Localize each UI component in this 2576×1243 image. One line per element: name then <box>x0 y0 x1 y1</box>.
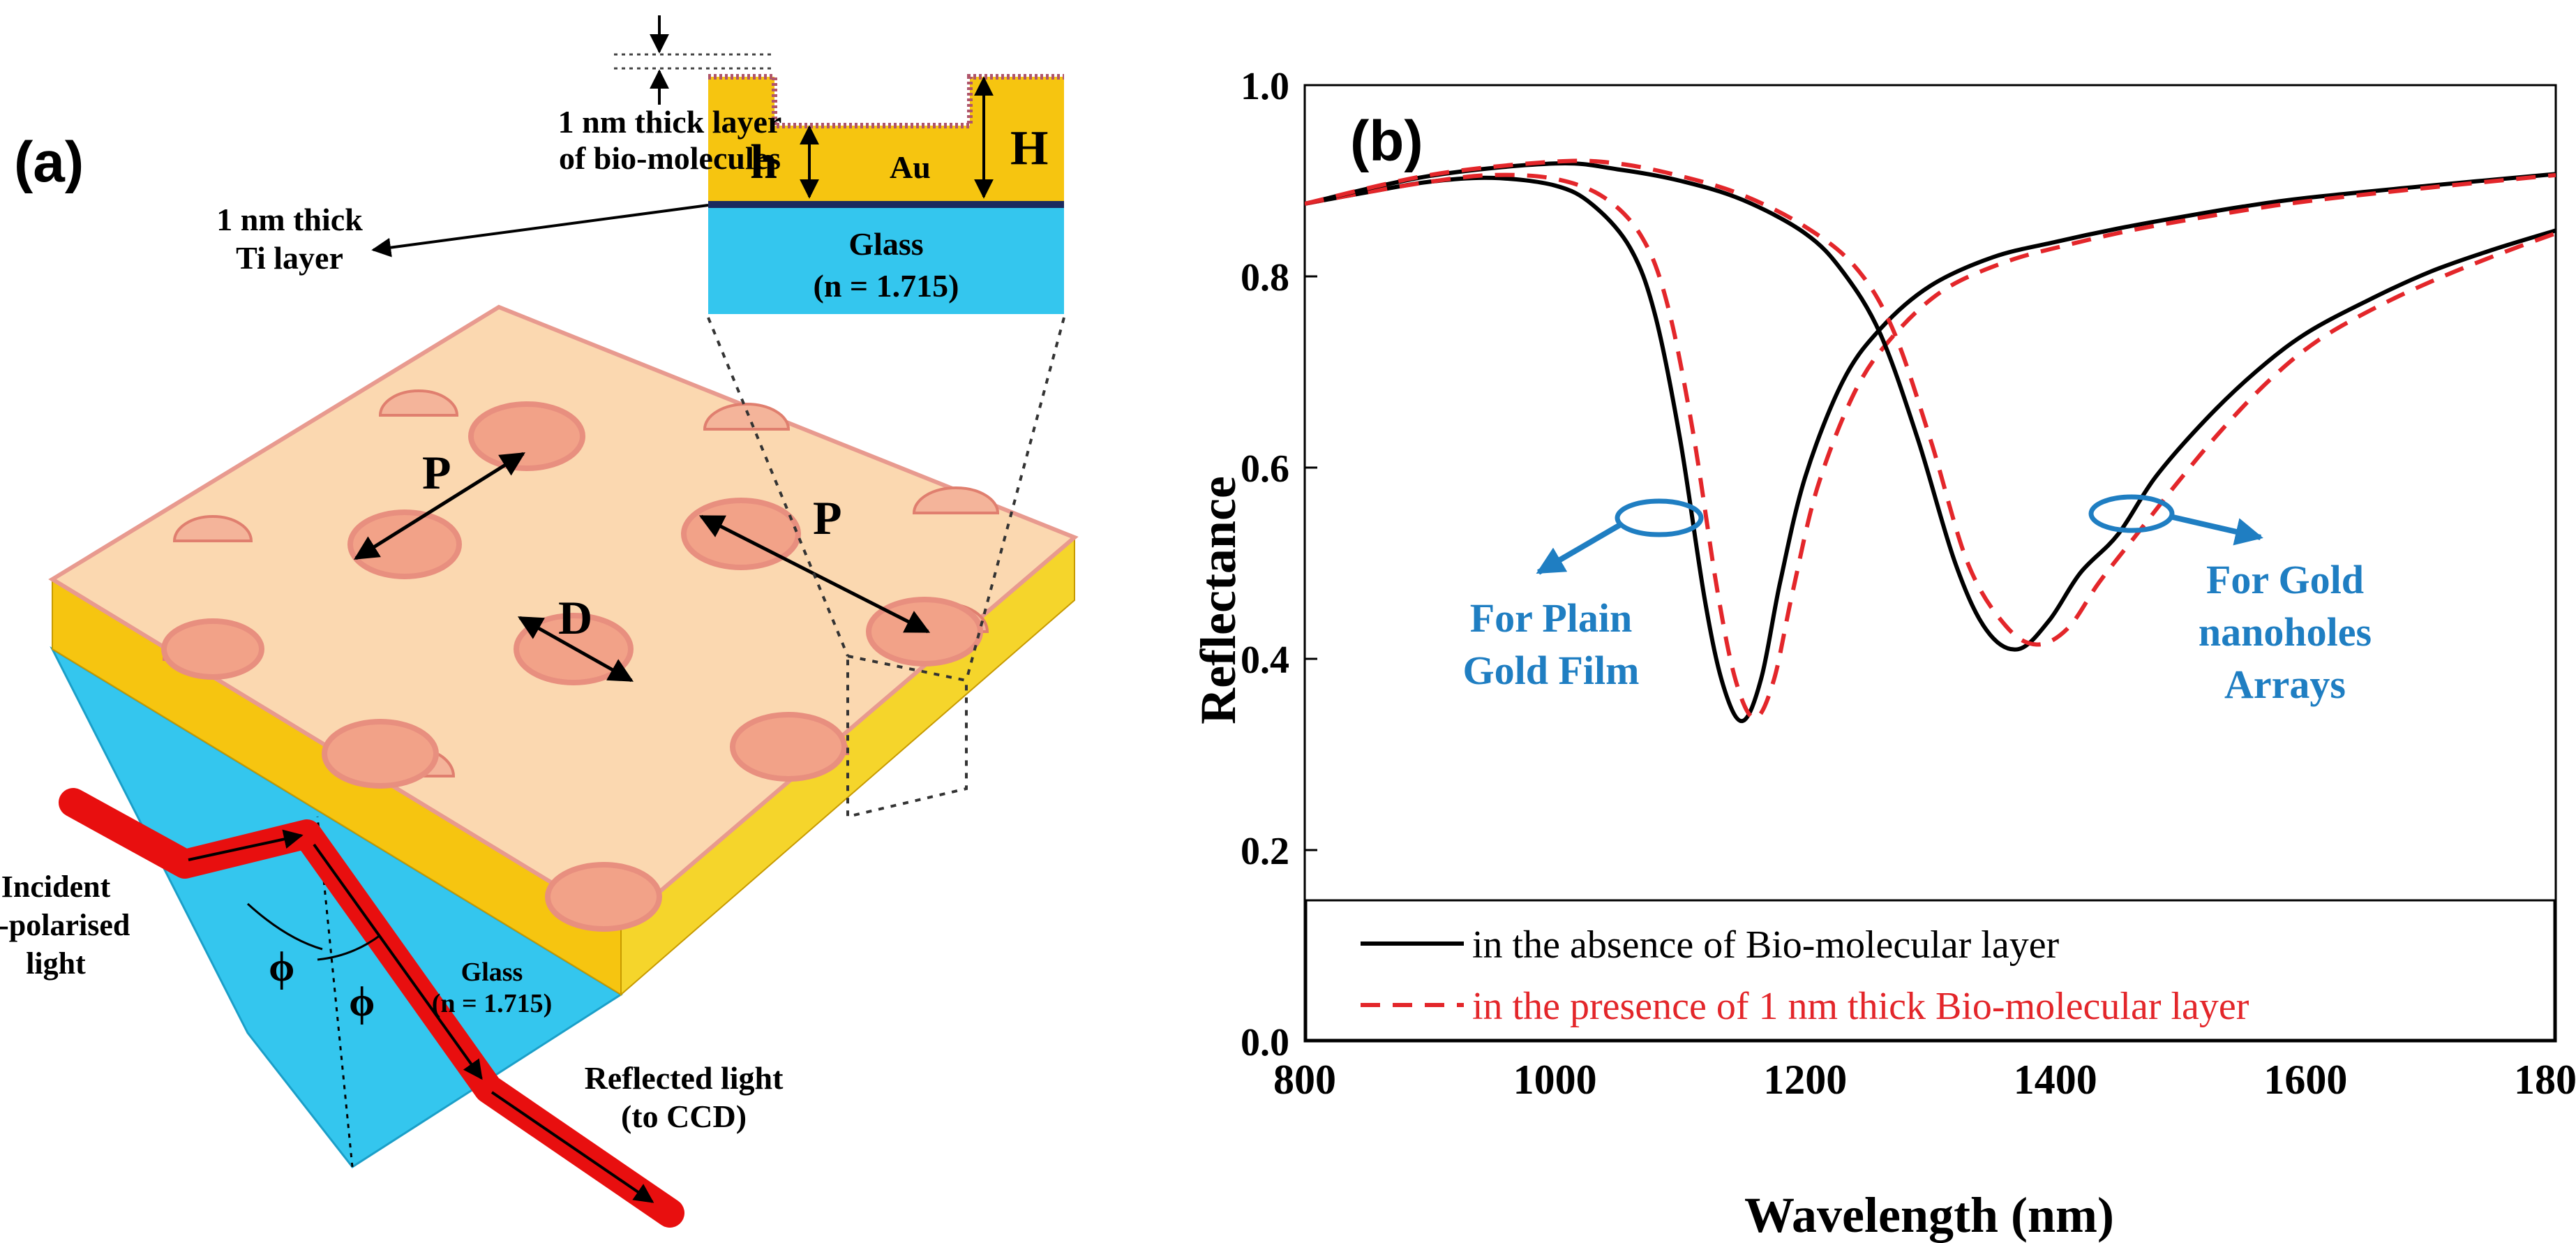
reflected-label-line1: Reflected light <box>585 1060 784 1096</box>
series-line-presence-plain-film <box>1305 172 2556 720</box>
y-tick-label: 0.4 <box>1241 639 1289 682</box>
biolayer-label-line2: of bio-molecules <box>559 140 781 176</box>
inset-glass <box>708 202 1064 314</box>
series-line-absence-plain-film <box>1305 172 2556 723</box>
series-line-absence-nanoholes <box>1305 161 2556 652</box>
incident-label-line1: Incident <box>1 870 111 904</box>
y-axis-label: Reflectance <box>1190 476 1246 724</box>
panel-b-chart: 0.0 0.2 0.4 0.6 0.8 1.0 800 1000 1200 1400 1600 18… <box>1190 65 2576 1243</box>
y-tick-label: 0.0 <box>1241 1021 1289 1064</box>
legend-label-presence: in the presence of 1 nm thick Bio-molecu… <box>1472 985 2249 1028</box>
nanohole-label-line1: For Gold <box>2206 557 2364 602</box>
x-tick-label: 1000 <box>1513 1057 1597 1103</box>
nanohole-label-line2: nanoholes <box>2199 609 2372 655</box>
diameter-arrow <box>517 616 634 683</box>
panel-a-schematic: (a) <box>0 15 1079 1228</box>
biolayer-label-line1: 1 nm thick layer <box>558 104 782 140</box>
period-label-1: P <box>422 446 451 499</box>
legend-box <box>1305 899 2556 1041</box>
zoom-projection-lines <box>707 317 1065 819</box>
nanohole <box>322 719 439 789</box>
diameter-label: D <box>558 591 592 644</box>
reflected-arrow-1 <box>313 843 483 1080</box>
x-tick-label: 1800 <box>2514 1057 2576 1103</box>
light-beam <box>59 788 684 1228</box>
panel-a-label: (a) <box>14 131 84 194</box>
inset-glass-label: Glass <box>848 226 923 262</box>
period-arrow-1 <box>354 452 525 560</box>
series-group <box>1305 158 2556 723</box>
plot-frame <box>1303 84 2557 1043</box>
nanohole-label-line3: Arrays <box>2224 662 2346 707</box>
nanohole-ellipse <box>2088 494 2175 533</box>
nanohole <box>161 618 264 680</box>
nanohole <box>545 862 662 932</box>
angle-label-2: ϕ <box>349 978 375 1025</box>
ti-layer <box>708 201 1064 208</box>
x-axis-label: Wavelength (nm) <box>1744 1187 2114 1243</box>
y-tick-label: 1.0 <box>1241 65 1289 108</box>
incident-label-line3: light <box>26 946 86 981</box>
nanohole <box>730 712 847 782</box>
plain-film-label-line2: Gold Film <box>1463 648 1640 693</box>
reflected-arrow-2 <box>491 1091 654 1203</box>
inset-glass-index: (n = 1.715) <box>814 268 959 304</box>
legend: in the absence of Bio-molecular layer in… <box>1305 899 2556 1041</box>
y-axis-ticks: 0.0 0.2 0.4 0.6 0.8 1.0 <box>1241 65 1317 1064</box>
angle-arc-reflected <box>317 934 381 961</box>
ti-label-line2: Ti layer <box>236 240 343 276</box>
angle-label-1: ϕ <box>269 944 294 990</box>
au-label: Au <box>890 149 931 185</box>
x-tick-label: 1400 <box>2014 1057 2097 1103</box>
x-tick-label: 1200 <box>1763 1057 1847 1103</box>
period-label-2: P <box>813 491 842 544</box>
incident-arrow <box>188 829 304 861</box>
nanohole <box>347 509 462 579</box>
cross-section-inset: h Au H Glass (n = 1.715) 1 nm thick laye… <box>216 15 1064 314</box>
nanohole <box>468 401 585 471</box>
x-tick-label: 800 <box>1273 1057 1336 1103</box>
incident-label-line2: p-polarised <box>0 908 130 942</box>
plain-film-pointer <box>1536 522 1622 575</box>
glass-label: Glass <box>461 958 523 987</box>
nanohole-pointer <box>2169 514 2263 546</box>
h-label: h <box>750 135 777 189</box>
plain-film-label-line1: For Plain <box>1470 595 1633 641</box>
x-tick-label: 1600 <box>2263 1057 2347 1103</box>
ti-pointer-arrow <box>371 204 709 258</box>
legend-label-absence: in the absence of Bio-molecular layer <box>1472 923 2060 967</box>
y-tick-label: 0.6 <box>1241 447 1289 491</box>
reflected-label-line2: (to CCD) <box>621 1099 747 1134</box>
H-label: H <box>1010 121 1048 175</box>
x-axis-ticks: 800 1000 1200 1400 1600 1800 <box>1273 1029 2576 1103</box>
y-tick-label: 0.2 <box>1241 830 1289 873</box>
angle-arc-incident <box>246 902 323 951</box>
y-tick-label: 0.8 <box>1241 256 1289 299</box>
glass-index: (n = 1.715) <box>432 989 553 1018</box>
ti-label-line1: 1 nm thick <box>216 202 363 237</box>
panel-b-label: (b) <box>1350 110 1423 173</box>
plain-film-ellipse <box>1615 498 1704 537</box>
series-line-presence-nanoholes <box>1305 158 2556 647</box>
